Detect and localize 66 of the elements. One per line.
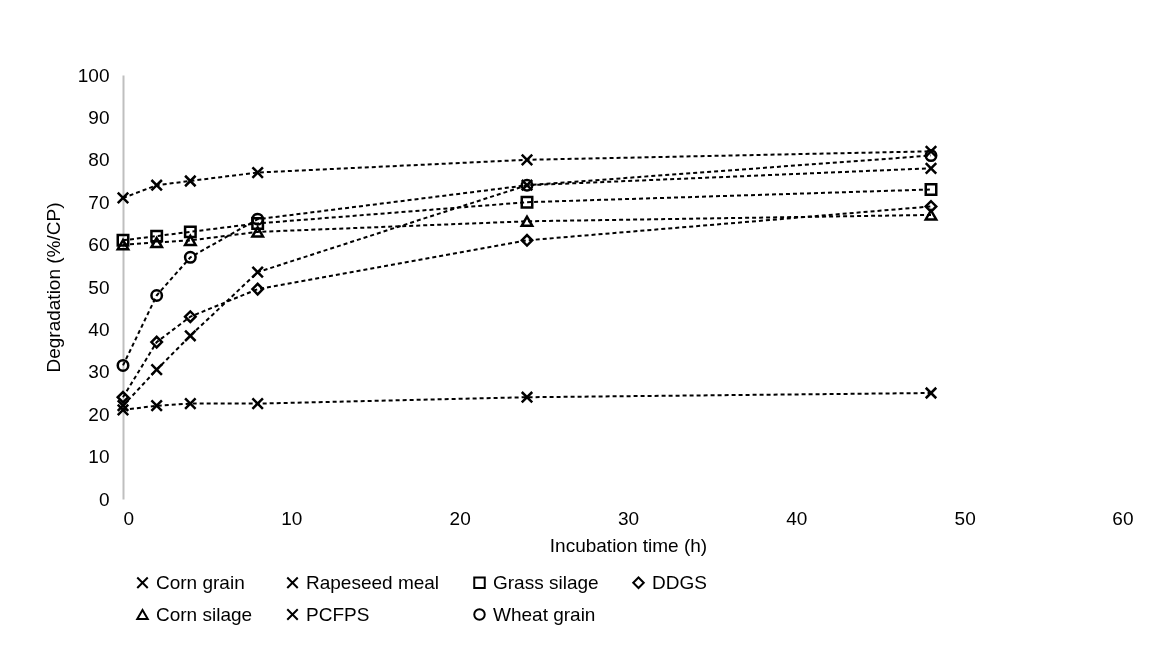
point <box>251 212 265 226</box>
point <box>183 174 197 188</box>
point <box>520 233 534 247</box>
point <box>520 195 534 209</box>
point <box>116 191 130 205</box>
point <box>251 282 265 296</box>
point <box>183 329 197 343</box>
point <box>520 390 534 404</box>
legend-label: DDGS <box>652 571 707 593</box>
point <box>183 250 197 264</box>
x-tick-label: 50 <box>954 507 976 529</box>
point <box>116 399 130 413</box>
y-tick-label: 30 <box>88 361 110 383</box>
point <box>116 403 130 417</box>
point <box>251 166 265 180</box>
point <box>150 289 164 302</box>
y-tick-label: 80 <box>88 149 110 171</box>
y-tick-label: 60 <box>88 234 110 256</box>
point <box>150 363 164 377</box>
point <box>183 397 197 411</box>
x-tick-label: 10 <box>281 507 303 529</box>
y-tick-label: 70 <box>88 191 110 213</box>
point <box>116 390 130 404</box>
legend-label: Grass silage <box>493 571 599 593</box>
point <box>150 178 164 192</box>
point <box>183 234 197 247</box>
point <box>183 310 197 324</box>
point <box>924 199 938 213</box>
y-tick-label: 0 <box>98 488 110 510</box>
point <box>924 161 938 175</box>
point <box>150 229 164 243</box>
point <box>116 358 130 372</box>
point <box>116 233 130 247</box>
y-tick-label: 90 <box>88 106 110 128</box>
y-tick-label: 20 <box>88 403 110 425</box>
point <box>150 236 164 249</box>
point <box>924 182 938 196</box>
point <box>116 238 130 251</box>
legend-label: Rapeseed meal <box>306 571 440 593</box>
x-tick-label: 20 <box>449 507 471 529</box>
point <box>924 386 938 400</box>
legend-label: Corn silage <box>156 603 253 625</box>
point <box>251 397 265 411</box>
y-axis-title: Degradation (%/CP) <box>42 202 64 373</box>
x-tick-label: 0 <box>123 507 135 529</box>
y-tick-label: 100 <box>77 64 110 86</box>
x-axis-title: Incubation time (h) <box>549 534 708 556</box>
point <box>150 335 164 349</box>
y-tick-label: 10 <box>88 446 110 468</box>
point <box>924 149 938 163</box>
point <box>251 226 265 238</box>
point <box>150 399 164 413</box>
point <box>183 225 197 239</box>
point <box>520 215 534 228</box>
point <box>924 209 938 221</box>
legend-label: PCFPS <box>306 603 370 625</box>
point <box>520 153 534 167</box>
x-tick-label: 40 <box>786 507 808 529</box>
y-tick-label: 50 <box>88 276 110 298</box>
legend-label: Corn grain <box>156 571 245 593</box>
x-tick-label: 30 <box>617 507 640 529</box>
x-tick-label: 60 <box>1112 507 1134 529</box>
point <box>251 265 265 279</box>
legend-label: Wheat grain <box>493 603 596 625</box>
y-tick-label: 40 <box>88 318 110 340</box>
point <box>251 216 265 230</box>
